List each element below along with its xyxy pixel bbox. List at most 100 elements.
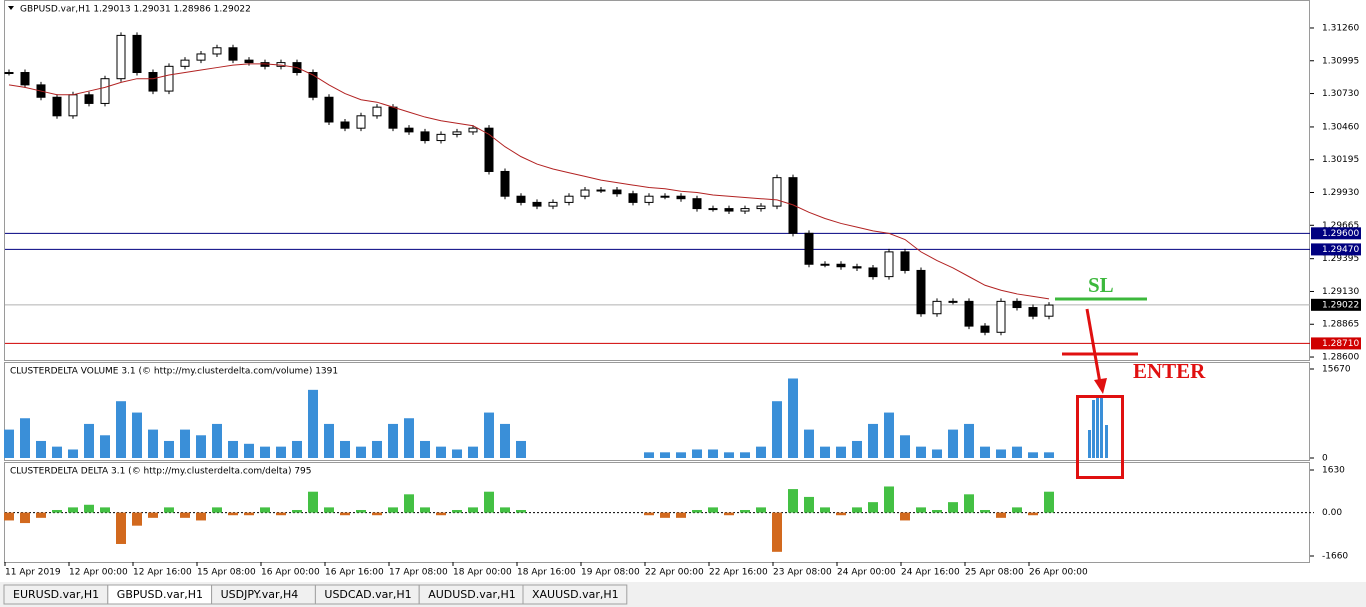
candle <box>868 267 878 278</box>
volume-bar <box>356 446 366 458</box>
volume-bar <box>1012 446 1022 458</box>
y-tick-label: 1.28865 <box>1322 320 1359 330</box>
delta-bar <box>388 507 398 513</box>
delta-bar <box>372 512 382 516</box>
volume-bar <box>772 401 782 458</box>
tab[interactable] <box>522 584 628 605</box>
volume-bar <box>68 449 78 458</box>
delta-bar <box>276 512 286 516</box>
delta-bar <box>116 512 126 544</box>
candle <box>964 300 974 327</box>
tab-label[interactable]: XAUUSD.var,H1 <box>532 588 619 601</box>
drawn-bar <box>1100 398 1103 458</box>
candle <box>84 94 94 104</box>
volume-bar <box>212 423 222 458</box>
x-tick-label: 23 Apr 08:00 <box>773 568 832 578</box>
y-tick-label: 1.30730 <box>1322 89 1359 99</box>
delta-bar <box>852 507 862 513</box>
price-label-box <box>1311 298 1361 311</box>
candle <box>356 115 366 129</box>
volume-panel <box>4 362 1310 461</box>
volume-bar <box>852 440 862 458</box>
delta-bar <box>244 512 254 516</box>
volume-bar <box>1044 452 1054 458</box>
x-tick-label: 19 Apr 08:00 <box>581 568 640 578</box>
volume-bar <box>132 412 142 458</box>
delta-bar <box>340 512 350 516</box>
delta-bar <box>260 507 270 513</box>
candle <box>1012 300 1022 309</box>
candle <box>404 127 414 133</box>
candle <box>196 53 206 61</box>
candle <box>548 201 558 207</box>
candle <box>68 94 78 117</box>
candle <box>980 325 990 333</box>
enter-label: ENTER <box>1133 359 1206 383</box>
delta-bar <box>356 509 366 513</box>
volume-bar <box>916 446 926 458</box>
candle <box>804 232 814 265</box>
y-tick-label: 1.28600 <box>1322 353 1359 363</box>
delta-title: CLUSTERDELTA DELTA 3.1 (© http://my.clus… <box>10 467 312 477</box>
volume-bar <box>468 446 478 458</box>
volume-bar <box>820 446 830 458</box>
candle <box>740 208 750 212</box>
moving-average <box>8 63 1050 300</box>
volume-bar <box>692 449 702 458</box>
candle <box>516 195 526 203</box>
volume-bar <box>324 423 334 458</box>
drawn-bar <box>1105 425 1108 458</box>
candle <box>52 96 62 117</box>
candle <box>724 208 734 212</box>
volume-bar <box>868 423 878 458</box>
candle <box>836 263 846 268</box>
chart-title: GBPUSD.var,H1 1.29013 1.29031 1.28986 1.… <box>20 5 251 15</box>
x-tick-label: 24 Apr 16:00 <box>901 568 960 578</box>
volume-bar <box>484 412 494 458</box>
y-tick-label: 1.29130 <box>1322 287 1359 297</box>
candle <box>324 96 334 123</box>
menu-arrow[interactable] <box>8 6 14 10</box>
volume-bar <box>724 452 734 458</box>
delta-bar <box>948 502 958 513</box>
delta-bar <box>148 512 158 518</box>
x-tick-label: 12 Apr 00:00 <box>69 568 128 578</box>
delta-bar <box>132 512 142 526</box>
tab-label[interactable]: GBPUSD.var,H1 <box>117 588 203 601</box>
candle <box>628 193 638 203</box>
delta-bar <box>820 507 830 513</box>
tab-label[interactable]: USDJPY.var,H4 <box>221 588 299 601</box>
candle <box>4 72 14 75</box>
tab-label[interactable]: USDCAD.var,H1 <box>324 588 411 601</box>
volume-bar <box>1028 452 1038 458</box>
volume-bar <box>116 401 126 458</box>
volume-bar <box>436 446 446 458</box>
volume-bar <box>900 435 910 458</box>
tab-label[interactable]: EURUSD.var,H1 <box>13 588 99 601</box>
tab-label[interactable]: AUDUSD.var,H1 <box>428 588 516 601</box>
price-label: 1.28710 <box>1322 339 1359 349</box>
price-label-box <box>1311 243 1361 256</box>
delta-bar <box>180 512 190 518</box>
delta-bar <box>724 512 734 516</box>
candle <box>340 121 350 129</box>
drawn-bar <box>1092 400 1095 458</box>
price-label: 1.29022 <box>1322 300 1359 310</box>
delta-bar <box>100 507 110 513</box>
candle <box>660 195 670 198</box>
candle <box>452 131 462 135</box>
x-tick-label: 22 Apr 00:00 <box>645 568 704 578</box>
arrow-head <box>1094 378 1107 394</box>
candle <box>916 269 926 315</box>
x-tick-label: 17 Apr 08:00 <box>389 568 448 578</box>
price-label-box <box>1311 227 1361 240</box>
delta-bar <box>980 509 990 513</box>
candle <box>132 34 142 74</box>
candle <box>308 72 318 98</box>
delta-bar <box>484 491 494 513</box>
drawn-bar <box>1096 398 1099 458</box>
delta-bar <box>196 512 206 521</box>
volume-bar <box>500 423 510 458</box>
volume-bar <box>836 446 846 458</box>
volume-bar <box>404 418 414 458</box>
